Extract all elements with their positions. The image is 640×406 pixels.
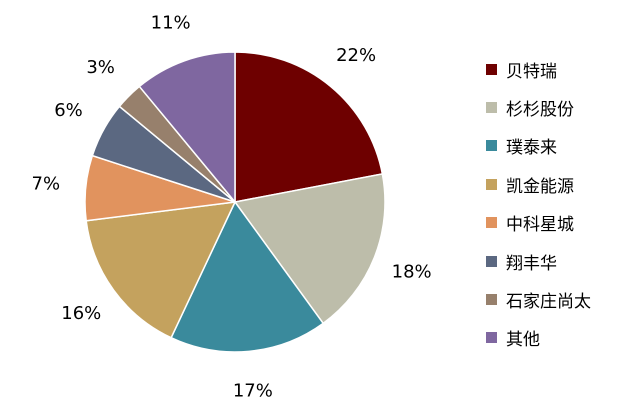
pie-slice-凯金能源 <box>85 201 237 339</box>
legend-label: 凯金能源 <box>506 176 574 197</box>
legend-label: 杉杉股份 <box>506 100 574 121</box>
legend-item-其他: 其他 <box>486 319 636 357</box>
pie-slice-杉杉股份 <box>233 173 386 325</box>
pie-label-璞泰来: 17% <box>233 381 273 402</box>
pie-label-石家庄尚太: 3% <box>86 57 115 78</box>
legend-label: 其他 <box>506 330 540 351</box>
legend-swatch <box>486 178 497 190</box>
legend-swatch <box>486 332 497 344</box>
legend-label: 中科星城 <box>506 215 574 236</box>
pie-label-杉杉股份: 18% <box>392 261 432 282</box>
legend-label: 翔丰华 <box>506 253 557 274</box>
legend-swatch <box>486 140 497 152</box>
legend-swatch <box>486 102 497 114</box>
legend: 贝特瑞杉杉股份璞泰来凯金能源中科星城翔丰华石家庄尚太其他 <box>486 50 636 357</box>
pie-label-中科星城: 7% <box>32 174 61 195</box>
pie-slice-璞泰来 <box>170 200 325 353</box>
pie-slice-其他 <box>138 51 236 205</box>
legend-label: 璞泰来 <box>506 138 557 159</box>
pie-slice-贝特瑞 <box>234 51 384 203</box>
legend-item-凯金能源: 凯金能源 <box>486 165 636 203</box>
legend-swatch <box>486 294 497 306</box>
legend-item-石家庄尚太: 石家庄尚太 <box>486 280 636 318</box>
legend-swatch <box>486 217 497 229</box>
legend-item-贝特瑞: 贝特瑞 <box>486 50 636 88</box>
pie-slices <box>84 51 386 353</box>
pie-label-翔丰华: 6% <box>54 100 83 121</box>
pie-label-贝特瑞: 22% <box>336 45 376 66</box>
legend-swatch <box>486 255 497 267</box>
pie-label-凯金能源: 16% <box>61 303 101 324</box>
legend-swatch <box>486 63 497 75</box>
pie-label-其他: 11% <box>151 13 191 34</box>
legend-item-翔丰华: 翔丰华 <box>486 242 636 280</box>
legend-item-中科星城: 中科星城 <box>486 204 636 242</box>
legend-item-璞泰来: 璞泰来 <box>486 127 636 165</box>
legend-item-杉杉股份: 杉杉股份 <box>486 88 636 126</box>
pie-labels: 22% 18% 17% 16% 7% 6% 3% 11% <box>32 13 432 402</box>
legend-label: 贝特瑞 <box>506 61 557 82</box>
legend-label: 石家庄尚太 <box>506 292 591 313</box>
